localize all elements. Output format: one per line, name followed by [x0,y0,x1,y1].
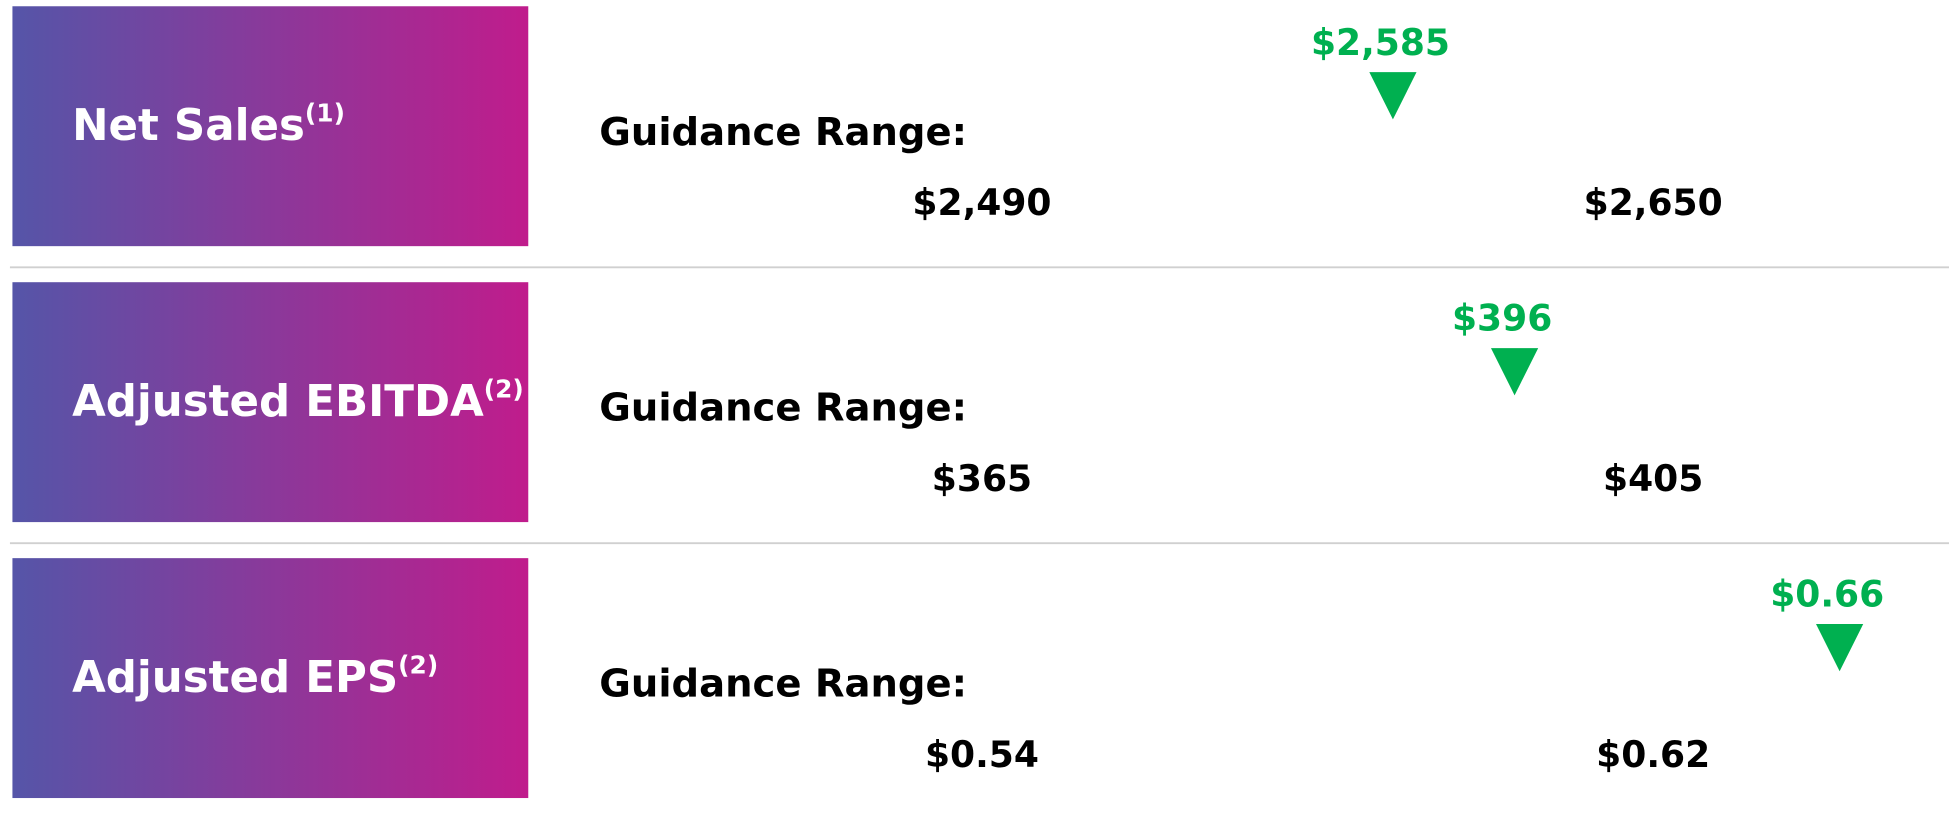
axis-label: Guidance Range: [599,386,967,431]
axis-label: Guidance Range: [599,662,967,707]
tick-label: $0.62 [1596,735,1710,776]
tick-label: $2,490 [912,183,1051,224]
tick-label: $0.54 [925,735,1039,776]
row-title-text: Net Sales [72,101,305,151]
row-title-note: (2) [484,374,524,403]
row-title-note: (1) [305,98,345,127]
tick-label: $2,650 [1584,183,1723,224]
tick-label: $405 [1603,459,1703,500]
row-title-text: Adjusted EBITDA [72,377,484,427]
value-label: $396 [1452,299,1552,340]
row-title: Net Sales(1) [72,98,345,150]
row-title: Adjusted EBITDA(2) [72,374,524,426]
label-box [12,6,529,247]
label-box [12,282,529,523]
tick-label: $365 [932,459,1032,500]
row-title-text: Adjusted EPS [72,652,398,702]
value-marker [1816,624,1864,672]
value-marker [1369,72,1417,120]
value-label: $2,585 [1311,23,1450,64]
value-label: $0.66 [1770,575,1884,616]
label-box [12,558,529,799]
axis-label: Guidance Range: [599,110,967,155]
row-title-note: (2) [398,650,438,679]
value-marker [1490,348,1539,396]
row-title: Adjusted EPS(2) [72,650,438,702]
